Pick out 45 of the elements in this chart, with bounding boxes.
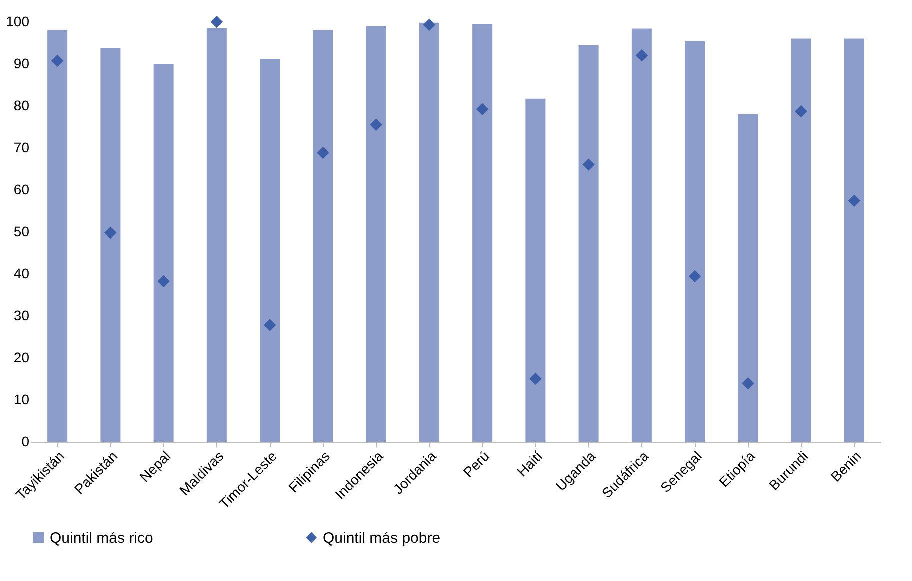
y-tick-label: 70 (14, 140, 30, 156)
bar (260, 58, 280, 442)
point (742, 377, 754, 390)
y-tick-label: 0 (22, 434, 30, 450)
y-tick-label: 10 (14, 392, 30, 408)
point (51, 54, 64, 68)
point (636, 49, 648, 62)
y-tick-label: 100 (6, 14, 30, 30)
bar (578, 46, 599, 442)
point (848, 194, 861, 208)
point (530, 372, 542, 386)
bar (844, 38, 864, 442)
point (688, 270, 702, 283)
point (104, 226, 117, 239)
legend-label: Quintil más rico (50, 530, 154, 547)
y-tick-label: 30 (14, 308, 30, 324)
point (795, 105, 808, 118)
point (158, 275, 170, 288)
y-tick-label: 20 (14, 350, 30, 366)
bar (48, 30, 68, 442)
point (582, 158, 595, 171)
y-tick-label: 80 (14, 98, 30, 114)
point (264, 319, 276, 332)
bar (791, 38, 812, 442)
bar (313, 30, 334, 442)
bar (154, 64, 174, 442)
point (210, 16, 224, 28)
bar (206, 28, 227, 442)
bar (366, 26, 386, 442)
y-tick-label: 60 (14, 182, 30, 198)
legend-label: Quintil más pobre (323, 530, 441, 547)
bar (472, 24, 493, 442)
bar (526, 98, 546, 442)
point (423, 18, 436, 32)
bar (632, 28, 652, 442)
bar (100, 48, 121, 442)
point (370, 118, 382, 132)
point (476, 103, 489, 116)
y-tick-label: 50 (14, 224, 30, 240)
point (317, 146, 330, 160)
bar (685, 41, 706, 442)
bar (419, 22, 440, 442)
bar (738, 114, 758, 442)
y-tick-label: 40 (14, 266, 30, 282)
y-tick-label: 90 (14, 56, 30, 72)
